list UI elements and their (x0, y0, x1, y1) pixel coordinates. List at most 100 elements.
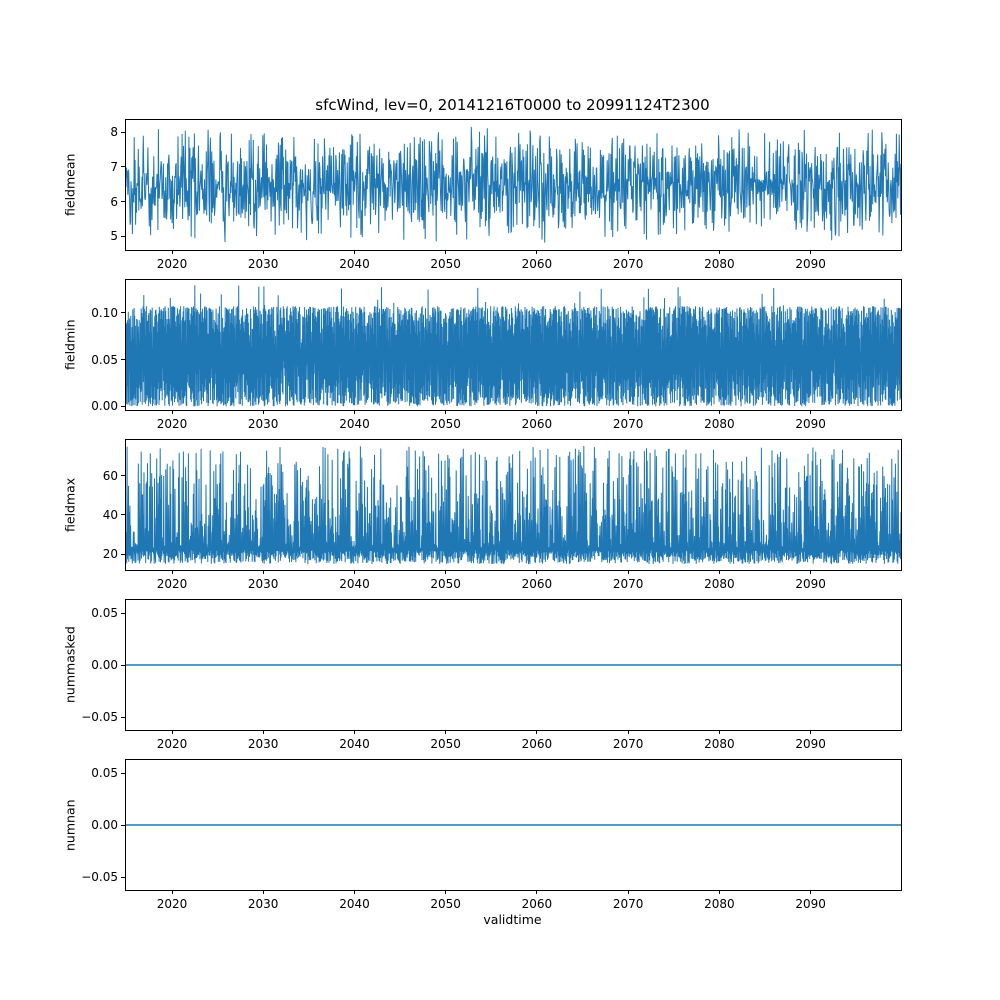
x-tick-label: 2070 (612, 897, 644, 911)
x-tick-label: 2070 (612, 737, 644, 751)
x-tick-mark (354, 410, 355, 414)
x-tick-label: 2040 (339, 577, 370, 591)
chart-title: sfcWind, lev=0, 20141216T0000 to 2099112… (315, 96, 710, 114)
x-tick-label: 2050 (430, 417, 461, 431)
x-tick-mark (445, 250, 447, 254)
x-tick-label: 2030 (247, 737, 279, 751)
x-tick-mark (445, 890, 447, 894)
x-tick-label: 2030 (247, 897, 279, 911)
series-line (126, 126, 901, 243)
x-tick-mark (171, 410, 173, 414)
y-tick-label: 8 (110, 125, 118, 140)
x-tick-mark (262, 890, 264, 894)
y-axis-label-nummasked: nummasked (62, 626, 78, 704)
y-axis-label-fieldmax: fieldmax (62, 477, 78, 533)
y-tick-label: 0.05 (91, 766, 118, 780)
y-tick-mark (121, 664, 125, 666)
y-tick-mark (121, 824, 125, 826)
x-tick-label: 2060 (521, 897, 553, 911)
subplot-nummasked: nummasked −0.05 0.00 0.05 2020 2030 2040 2050 2… (63, 599, 902, 751)
y-tick-label: 40 (102, 507, 118, 522)
x-tick-mark (536, 410, 538, 414)
x-tick-mark (262, 410, 264, 414)
x-tick-label: 2090 (795, 897, 826, 911)
y-tick-label: 60 (102, 468, 118, 483)
subplot-numnan: numnan −0.05 0.00 0.05 2020 2030 2040 2050 2060… (63, 759, 902, 911)
y-tick-mark (121, 553, 125, 555)
x-tick-mark (536, 570, 538, 574)
y-tick-mark (121, 772, 125, 774)
x-tick-mark (536, 890, 538, 894)
series-line (126, 285, 901, 407)
x-tick-mark (627, 410, 629, 414)
x-tick-label: 2060 (521, 417, 553, 431)
x-tick-mark (171, 250, 173, 254)
y-tick-mark (121, 612, 125, 614)
line-series-fieldmin (126, 285, 901, 407)
line-series-numnan (126, 824, 901, 826)
x-tick-mark (810, 410, 812, 414)
y-axis-label-fieldmean: fieldmean (62, 153, 78, 217)
x-tick-mark (536, 250, 538, 254)
x-tick-label: 2020 (156, 577, 188, 591)
x-tick-label: 2070 (612, 257, 644, 271)
x-tick-label: 2040 (339, 257, 370, 271)
x-tick-mark (171, 890, 173, 894)
x-tick-label: 2080 (704, 737, 735, 751)
x-axis-label: validtime (483, 912, 542, 927)
y-tick-mark (121, 514, 125, 516)
x-tick-mark (354, 890, 355, 894)
y-tick-label: 7 (110, 159, 118, 174)
x-tick-label: 2030 (247, 577, 279, 591)
line-series-nummasked (126, 664, 901, 666)
x-tick-label: 2040 (339, 897, 370, 911)
y-tick-label: 6 (110, 194, 118, 209)
x-tick-label: 2080 (704, 897, 735, 911)
y-tick-label: 0.00 (91, 399, 118, 414)
x-tick-label: 2090 (795, 577, 826, 591)
x-tick-label: 2090 (795, 417, 826, 431)
x-tick-label: 2070 (612, 577, 644, 591)
x-tick-label: 2040 (339, 737, 370, 751)
x-tick-label: 2020 (156, 417, 188, 431)
x-tick-label: 2040 (339, 417, 370, 431)
x-tick-mark (262, 570, 264, 574)
x-tick-label: 2060 (521, 577, 553, 591)
x-tick-mark (810, 730, 812, 734)
x-tick-label: 2020 (156, 737, 188, 751)
x-tick-mark (810, 250, 812, 254)
x-tick-label: 2030 (247, 257, 279, 271)
y-tick-label: 5 (110, 229, 118, 244)
x-tick-label: 2020 (156, 897, 188, 911)
y-tick-label: −0.05 (81, 870, 118, 884)
x-tick-mark (445, 410, 447, 414)
y-tick-mark (121, 201, 125, 202)
y-tick-mark (121, 359, 125, 360)
x-tick-mark (718, 890, 720, 894)
y-tick-label: −0.05 (81, 710, 118, 724)
x-tick-label: 2020 (156, 257, 188, 271)
x-tick-mark (445, 730, 447, 734)
x-tick-mark (171, 730, 173, 734)
y-tick-label: 0.10 (91, 305, 118, 320)
y-tick-label: 0.05 (91, 606, 118, 620)
x-tick-mark (718, 730, 720, 734)
subplot-fieldmean: fieldmean 5 6 7 8 2020 2030 2040 2050 2060 2070 20… (63, 119, 902, 271)
x-tick-mark (718, 410, 720, 414)
x-tick-label: 2050 (430, 897, 461, 911)
y-tick-mark (121, 166, 125, 168)
x-tick-label: 2090 (795, 737, 826, 751)
x-tick-label: 2050 (430, 577, 461, 591)
y-tick-mark (121, 475, 125, 476)
series-line (126, 445, 901, 565)
y-tick-mark (121, 312, 125, 314)
x-tick-label: 2080 (704, 257, 735, 271)
y-axis-label-numnan: numnan (62, 799, 78, 851)
y-tick-label: 0.00 (91, 818, 118, 832)
y-tick-label: 20 (102, 547, 118, 562)
line-series-fieldmean (126, 126, 901, 243)
y-tick-mark (121, 131, 125, 133)
x-tick-mark (445, 570, 447, 574)
x-tick-label: 2050 (430, 737, 461, 751)
x-tick-label: 2060 (521, 257, 553, 271)
